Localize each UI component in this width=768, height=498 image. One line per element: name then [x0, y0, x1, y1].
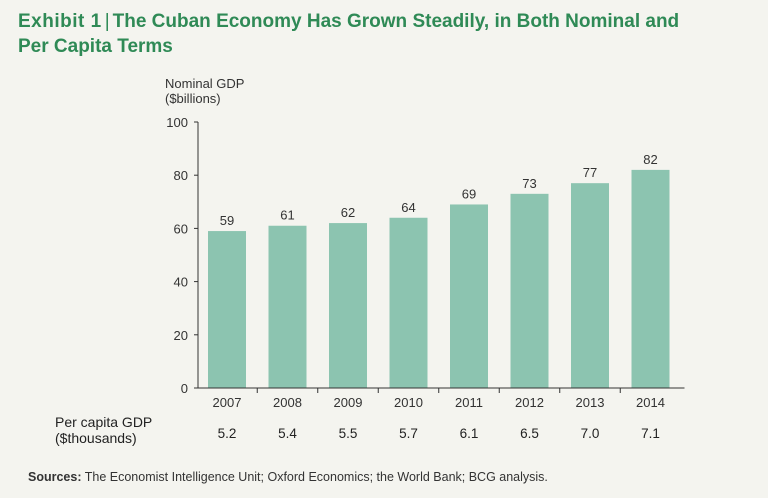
y-tick-label: 0: [181, 381, 188, 396]
x-tick-label: 2011: [455, 395, 483, 410]
y-tick-label: 40: [174, 275, 188, 290]
x-tick-label: 2013: [576, 395, 605, 410]
bar-value-label: 61: [280, 208, 294, 223]
source-label: Sources:: [28, 470, 82, 484]
per-capita-label: Per capita GDP: [55, 414, 152, 430]
y-tick-label: 60: [174, 221, 188, 236]
x-tick-label: 2014: [636, 395, 665, 410]
exhibit-label: Exhibit 1: [18, 11, 102, 32]
bar-value-label: 59: [220, 213, 234, 228]
source-text: The Economist Intelligence Unit; Oxford …: [84, 470, 548, 484]
title-separator: |: [104, 11, 110, 32]
y-tick-label: 100: [166, 115, 188, 130]
per-capita-value: 5.7: [399, 426, 418, 441]
source-note: Sources: The Economist Intelligence Unit…: [28, 470, 548, 484]
y-axis-unit: ($billions): [165, 91, 221, 106]
bar-value-label: 73: [522, 176, 536, 191]
per-capita-value: 5.5: [339, 426, 358, 441]
per-capita-value: 5.2: [218, 426, 237, 441]
bar-chart: Nominal GDP ($billions) 0 20 40 60 80 100 59 6…: [55, 76, 685, 446]
bar: [389, 217, 428, 388]
bar-value-label: 82: [643, 152, 657, 167]
bar-value-label: 64: [401, 200, 415, 215]
bar-value-label: 69: [462, 186, 476, 201]
per-capita-value: 6.5: [520, 426, 539, 441]
bar-value-label: 62: [341, 205, 355, 220]
title-text-line2: Per Capita Terms: [18, 36, 173, 57]
bar: [268, 225, 307, 388]
y-axis-label: Nominal GDP: [165, 76, 244, 91]
bar: [208, 231, 246, 388]
y-axis: 0 20 40 60 80 100: [166, 115, 199, 396]
bar: [571, 183, 609, 388]
bar-value-label: 77: [583, 165, 597, 180]
y-tick-label: 80: [174, 168, 188, 183]
per-capita-value: 7.1: [641, 426, 660, 441]
title-text-line1: The Cuban Economy Has Grown Steadily, in…: [112, 11, 680, 32]
bar: [329, 223, 367, 388]
per-capita-values: 5.2 5.4 5.5 5.7 6.1 6.5 7.0 7.1: [218, 426, 660, 441]
per-capita-unit: ($thousands): [55, 430, 137, 446]
x-tick-label: 2010: [394, 395, 423, 410]
per-capita-value: 5.4: [278, 426, 297, 441]
per-capita-value: 7.0: [581, 426, 600, 441]
x-tick-label: 2008: [273, 395, 302, 410]
per-capita-value: 6.1: [460, 426, 479, 441]
bars: 59 61 62 64 69 73 77 82: [208, 152, 670, 388]
bar: [631, 169, 670, 388]
bar: [450, 204, 488, 388]
x-tick-label: 2009: [334, 395, 363, 410]
x-tick-label: 2007: [213, 395, 242, 410]
bar: [510, 193, 549, 388]
x-axis: 2007 2008 2009 2010 2011 2012 2013 2014: [198, 387, 685, 410]
chart-title: Exhibit 1 | The Cuban Economy Has Grown St…: [18, 9, 758, 59]
y-tick-label: 20: [174, 328, 188, 343]
x-tick-label: 2012: [515, 395, 544, 410]
